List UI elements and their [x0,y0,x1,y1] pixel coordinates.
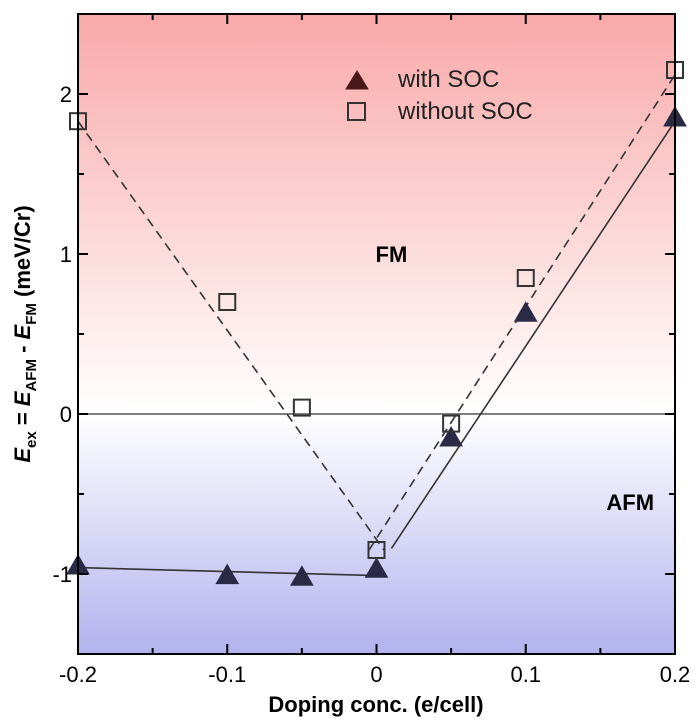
region-label-afm: AFM [606,490,654,515]
legend-marker-without-soc [347,102,366,121]
svg-text:Eex = EAFM - EFM (meV/Cr): Eex = EAFM - EFM (meV/Cr) [10,205,40,462]
x-axis-title: Doping conc. (e/cell) [268,692,483,717]
y-axis-title: Eex = EAFM - EFM (meV/Cr) [10,205,40,462]
legend-label-with-soc: with SOC [397,66,499,93]
y-tick-label: 2 [60,82,72,107]
x-tick-label: -0.1 [208,662,246,687]
legend-label-without-soc: without SOC [397,98,533,125]
y-tick-label: 1 [60,242,72,267]
legend: with SOC without SOC [345,66,533,125]
plot-background [78,14,675,654]
marker-without-soc [367,541,386,559]
marker-with-soc [215,563,240,585]
x-tick-label: -0.2 [59,662,97,687]
marker-with-soc [290,565,314,586]
x-tick-label: 0.1 [510,662,541,687]
marker-without-soc [516,269,535,287]
marker-with-soc [513,301,538,322]
y-tick-label: -1 [52,562,72,587]
marker-without-soc [292,398,311,417]
x-tick-label: 0.2 [660,662,691,687]
fit-line-with-soc [390,120,676,549]
fit-line-without-soc [77,120,385,551]
marker-without-soc [218,293,237,311]
fit-line-without-soc [368,74,676,551]
marker-without-soc [442,414,461,433]
region-label-fm: FM [376,242,408,267]
x-tick-label: 0 [370,662,382,687]
legend-marker-with-soc [345,70,369,90]
y-tick-label: 0 [60,402,72,427]
marker-with-soc [439,426,463,447]
marker-with-soc [364,557,389,578]
